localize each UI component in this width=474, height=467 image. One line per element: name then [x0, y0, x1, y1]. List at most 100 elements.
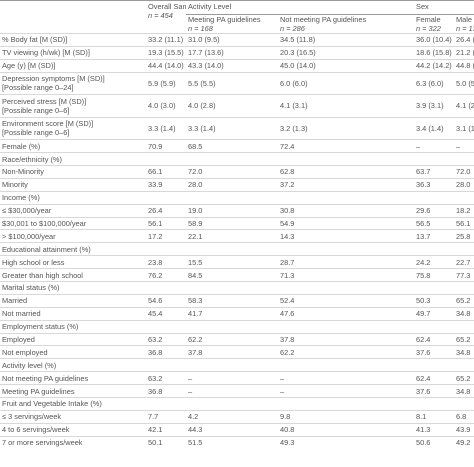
row-label: Fruit and Vegetable Intake (%)	[0, 396, 146, 411]
empty-cell	[414, 358, 455, 372]
table-row: Employed 63.2 62.2 37.8 62.4 65.2	[0, 332, 474, 346]
table-cell: 29.6	[414, 203, 455, 218]
empty-cell	[186, 319, 278, 334]
row-label: Female (%)	[0, 139, 146, 153]
empty-cell	[278, 396, 415, 411]
empty-cell	[278, 242, 415, 256]
table-row: $30,001 to $100,000/year 56.1 58.9 54.9 56.5…	[0, 216, 474, 230]
table-cell: 63.7	[414, 164, 455, 179]
empty-cell	[454, 396, 474, 411]
table-cell: 28.0	[186, 177, 278, 192]
row-label: Age (y) [M (SD)]	[0, 58, 146, 73]
empty-cell	[186, 190, 278, 205]
row-label: $30,001 to $100,000/year	[0, 216, 146, 230]
table-cell: 14.3	[278, 229, 415, 243]
header-n: n = 132	[456, 24, 474, 33]
table-cell: 37.2	[278, 177, 415, 192]
table-cell: 43.9	[454, 422, 474, 437]
table-cell: 50.6	[414, 435, 455, 449]
empty-cell	[278, 152, 415, 166]
table-cell: 51.5	[186, 435, 278, 449]
empty-cell	[186, 152, 278, 166]
table-row: Age (y) [M (SD)] 44.4 (14.0) 43.3 (14.0) 45…	[0, 58, 474, 73]
empty-cell	[278, 190, 415, 205]
row-label-note: [Possible range 0–6]	[2, 128, 70, 138]
row-label: ≤ $30,000/year	[0, 203, 146, 218]
table-cell: 22.1	[186, 229, 278, 243]
row-label: Perceived stress [M (SD)] [Possible range…	[0, 94, 146, 118]
empty-cell	[414, 242, 455, 256]
empty-cell	[454, 242, 474, 256]
table-cell: 31.0 (9.5)	[186, 33, 278, 47]
table-cell: 71.3	[278, 268, 415, 282]
row-label-text: Not meeting PA guidelines	[2, 373, 89, 383]
table-row: 7 or more servings/week 50.1 51.5 49.3 50.6 4…	[0, 435, 474, 449]
empty-cell	[146, 280, 186, 295]
row-label-text: Married	[2, 296, 28, 306]
empty-cell	[186, 280, 278, 295]
row-label: Non-Minority	[0, 164, 146, 179]
row-label: Marital status (%)	[0, 280, 146, 295]
row-label: Greater than high school	[0, 268, 146, 282]
row-label: 7 or more servings/week	[0, 435, 146, 449]
row-label: Married	[0, 293, 146, 308]
table-cell: 37.8	[186, 345, 278, 359]
row-label-text: Activity level (%)	[2, 360, 57, 370]
table-cell: 49.3	[278, 435, 415, 449]
table-cell: 4.2	[186, 409, 278, 424]
row-label: Not meeting PA guidelines	[0, 371, 146, 385]
header-text: Sex	[416, 2, 429, 11]
table-cell: 49.7	[414, 306, 455, 321]
empty-cell	[146, 396, 186, 411]
empty-cell	[186, 242, 278, 256]
row-label: Activity level (%)	[0, 358, 146, 372]
table-cell: 62.8	[278, 164, 415, 179]
table-cell: 23.8	[146, 255, 186, 269]
table-row: ≤ 3 servings/week 7.7 4.2 9.8 8.1 6.8	[0, 409, 474, 424]
table-row: Non-Minority 66.1 72.0 62.8 63.7 72.0	[0, 164, 474, 179]
table-cell: 44.2 (14.2)	[414, 58, 455, 73]
table-cell: 34.8	[454, 306, 474, 321]
row-label: Minority	[0, 177, 146, 192]
row-label: TV viewing (h/wk) [M (SD)]	[0, 45, 146, 60]
empty-cell	[146, 319, 186, 334]
row-label: Employed	[0, 332, 146, 346]
empty-cell	[278, 358, 415, 372]
row-label-text: Greater than high school	[2, 270, 83, 280]
table-cell: –	[186, 371, 278, 385]
header-text: Not meeting PA guidelines	[280, 15, 367, 24]
header-n: n = 454	[148, 11, 173, 20]
table-cell: 56.1	[454, 216, 474, 230]
header-n: n = 322	[416, 24, 441, 33]
table-cell: 70.9	[146, 139, 186, 153]
table-row: Married 54.6 58.3 52.4 50.3 65.2	[0, 293, 474, 308]
row-label-text: ≤ $30,000/year	[2, 206, 52, 216]
empty-cell	[146, 242, 186, 256]
row-label-text: Not married	[2, 309, 41, 319]
table-cell: 4.1 (2.	[454, 94, 474, 118]
header-cell	[0, 0, 146, 34]
table-row: Meeting PA guidelines 36.8– –37.6 34.8	[0, 384, 474, 398]
table-row: Activity level (%)	[0, 358, 474, 372]
table-cell: 28.0	[454, 177, 474, 192]
row-label-text: Income (%)	[2, 193, 40, 203]
empty-cell	[278, 319, 415, 334]
header-cell: Overall Sample n = 454	[146, 0, 186, 34]
table-cell: 84.5	[186, 268, 278, 282]
row-label-text: Not employed	[2, 347, 48, 357]
table-cell: 3.3 (1.4)	[186, 116, 278, 140]
table-cell: 47.6	[278, 306, 415, 321]
header-text: Overall Sample	[148, 2, 186, 11]
table-cell: 54.9	[278, 216, 415, 230]
row-label-text: % Body fat [M (SD)]	[2, 35, 68, 45]
table-cell: 19.0	[186, 203, 278, 218]
row-label: > $100,000/year	[0, 229, 146, 243]
header-text: Male	[456, 15, 473, 24]
table-cell: 13.7	[414, 229, 455, 243]
row-label-text: TV viewing (h/wk) [M (SD)]	[2, 48, 90, 58]
row-label-text: 7 or more servings/week	[2, 438, 83, 448]
header-n: n = 286	[280, 24, 305, 33]
table-cell: 65.2	[454, 332, 474, 346]
